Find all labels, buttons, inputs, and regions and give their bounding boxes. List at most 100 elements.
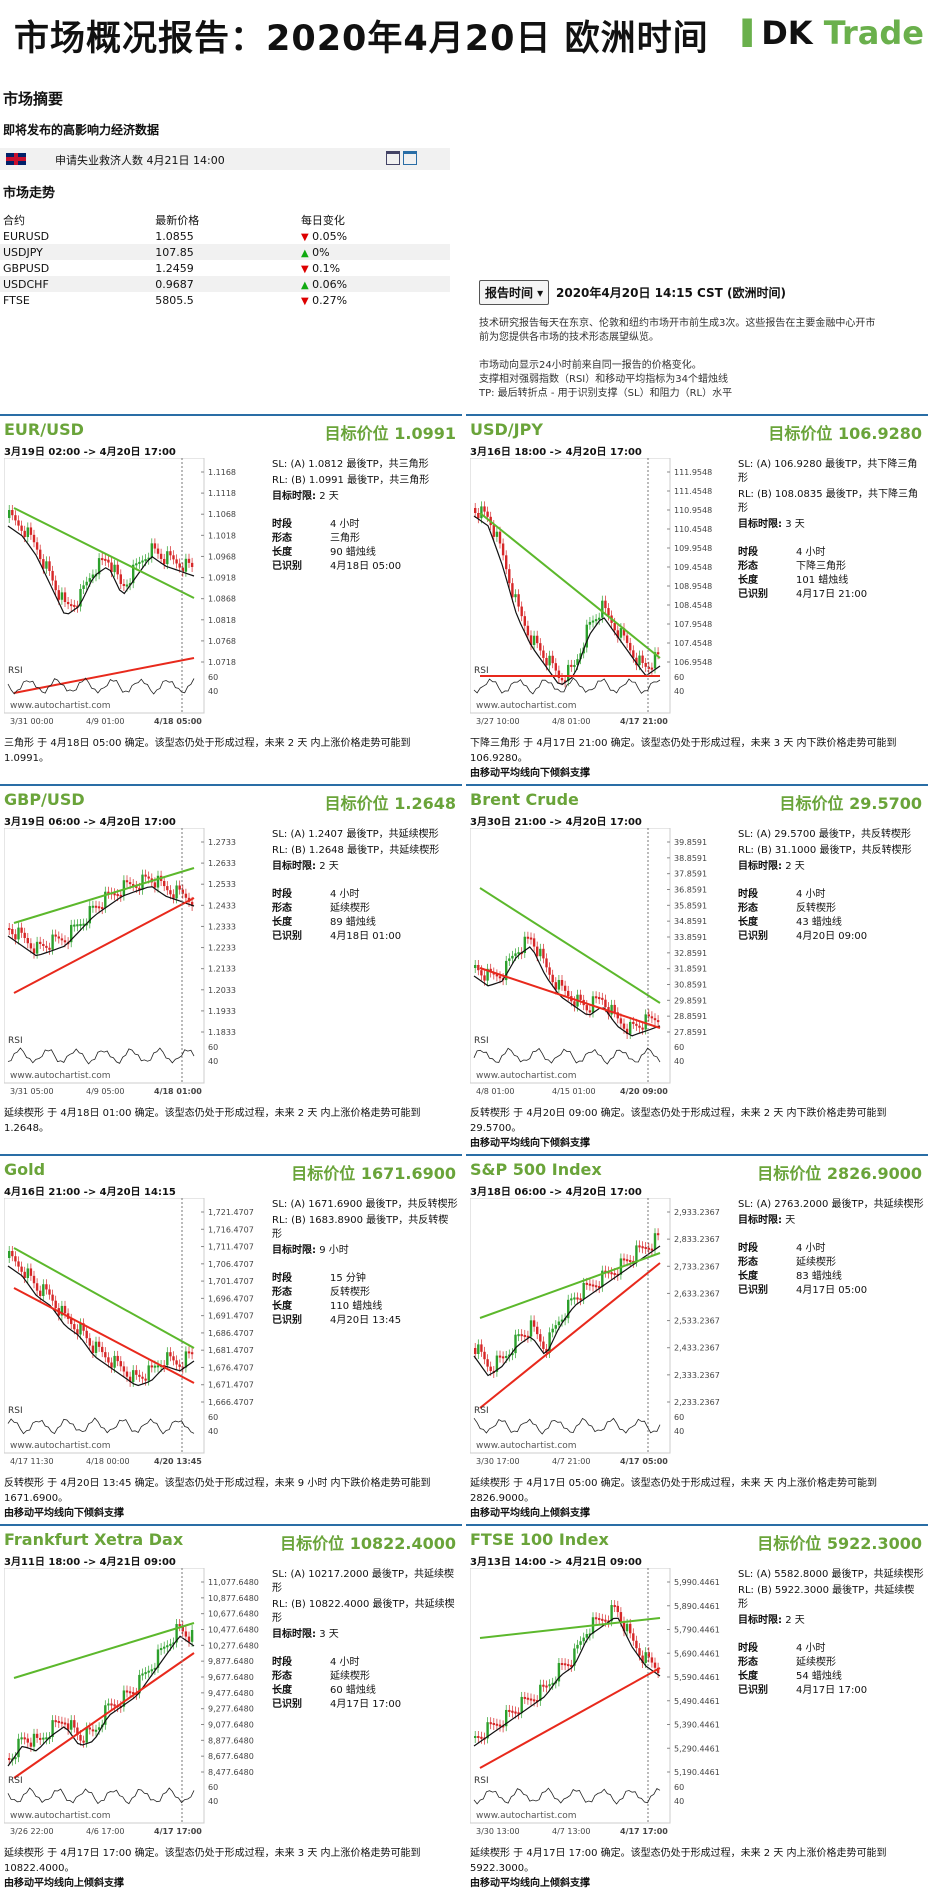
- candle: [125, 1690, 129, 1693]
- candle: [141, 560, 144, 563]
- instrument-name[interactable]: Gold: [4, 1160, 46, 1179]
- candle: [122, 1690, 126, 1707]
- candle: [184, 1351, 188, 1368]
- candle: [610, 1605, 613, 1622]
- candle: [163, 880, 166, 887]
- candle: [498, 1724, 502, 1727]
- pattern-chart[interactable]: 111.9548 111.4548 110.9548 110.4548 109.9548…: [469, 457, 732, 730]
- pattern-info: SL: (A) 2763.2000 最後TP，共延续楔形 目标时限: 天 时段 4…: [738, 1198, 924, 1298]
- candle: [35, 941, 39, 954]
- candle: [172, 1642, 175, 1645]
- y-tick-label: 2,333.2367: [674, 1371, 720, 1380]
- instrument-name[interactable]: S&P 500 Index: [470, 1160, 602, 1179]
- target-price: 目标价位 2826.9000: [757, 1164, 922, 1183]
- target-price: 目标价位 1.0991: [324, 424, 456, 443]
- y-tick-label: 110.9548: [674, 506, 712, 515]
- instrument-name[interactable]: EUR/USD: [4, 420, 84, 439]
- brand-logo[interactable]: ▌DK Trade: [742, 14, 924, 52]
- candle: [610, 1004, 613, 1015]
- candle: [532, 938, 536, 947]
- candle: [591, 996, 595, 1013]
- support-line: [13, 1652, 195, 1779]
- candle: [520, 1334, 523, 1337]
- pattern-chart[interactable]: 1,721.4707 1,716.4707 1,711.4707 1,706.4707…: [3, 1197, 266, 1470]
- candle: [110, 1703, 113, 1706]
- col-header: 合约: [3, 214, 25, 227]
- candle: [163, 1365, 166, 1368]
- pattern-description: 延续楔形 于 4月18日 01:00 确定。该型态仍处于形成过程，未来 2 天 …: [4, 1108, 421, 1134]
- candle: [113, 1355, 116, 1368]
- candle: [656, 1667, 660, 1673]
- candle: [629, 1623, 632, 1634]
- candle: [85, 581, 88, 586]
- candle: [560, 677, 564, 681]
- market-table: 合约 最新价格 每日变化 EURUSD 1.0855 ▼ 0.05% USDJPY 1…: [0, 212, 450, 308]
- candle: [39, 1290, 42, 1297]
- rsi-tick: 60: [674, 1783, 684, 1792]
- candle: [94, 905, 98, 908]
- x-tick-label: 4/7 13:00: [552, 1827, 590, 1836]
- identified-row: 已识别 4月20日 09:00: [738, 931, 868, 942]
- candle: [489, 1722, 492, 1725]
- resistance-line: [13, 867, 195, 924]
- candle: [70, 1318, 73, 1325]
- candle: [144, 874, 147, 877]
- instrument-name[interactable]: USD/JPY: [470, 420, 543, 439]
- candle: [79, 923, 82, 926]
- pattern-chart[interactable]: 39.8591 38.8591 37.8591 36.8591 35.8591 34.85…: [469, 827, 732, 1100]
- candle: [135, 563, 138, 566]
- candle: [178, 885, 181, 890]
- candle: [91, 1345, 95, 1353]
- instrument-name[interactable]: Frankfurt Xetra Dax: [4, 1530, 184, 1549]
- pattern-row: 形态 延续楔形: [272, 1671, 370, 1682]
- candle: [548, 655, 551, 666]
- candle: [141, 1673, 144, 1676]
- support-line: [479, 967, 661, 1029]
- y-tick-label: 1,706.4707: [208, 1260, 254, 1269]
- instrument-name[interactable]: Brent Crude: [470, 790, 579, 809]
- rsi-tick: 40: [208, 1797, 218, 1806]
- sl-level: SL: (A) 5582.8000 最後TP，共延续楔形: [738, 1569, 924, 1580]
- pattern-chart[interactable]: 11,077.6480 10,877.6480 10,677.6480 10,477.…: [3, 1567, 266, 1840]
- trend-note: 由移动平均线向上倾斜支撑: [470, 1508, 590, 1519]
- candle: [591, 620, 595, 623]
- candle: [73, 604, 76, 607]
- y-tick-label: 1.0868: [208, 595, 236, 604]
- calendar-icon[interactable]: [386, 151, 400, 165]
- candle: [153, 543, 157, 549]
- candle: [632, 650, 635, 658]
- candle: [532, 1320, 536, 1327]
- report-time-dropdown[interactable]: 报告时间 ▾: [479, 280, 550, 305]
- candle: [51, 1294, 54, 1301]
- page-title: 市场概况报告：2020年4月20日 欧洲时间: [14, 19, 709, 59]
- candle: [542, 1684, 545, 1687]
- candle: [29, 527, 33, 535]
- pattern-chart[interactable]: 2,933.2367 2,833.2367 2,733.2367 2,633.2367…: [469, 1197, 732, 1470]
- candle: [17, 1738, 20, 1758]
- candle: [48, 1289, 51, 1295]
- candle: [594, 619, 598, 622]
- candle: [573, 1648, 576, 1666]
- rsi-line: [7, 1417, 195, 1435]
- uk-flag-icon: [6, 153, 26, 165]
- candle: [650, 1016, 654, 1019]
- pattern-chart[interactable]: 1.1168 1.1118 1.1068 1.1018 1.0968 1.0918 1.08…: [3, 457, 266, 730]
- candle: [60, 938, 64, 941]
- table-row: USDJPY 107.85 ▲ 0%: [0, 244, 450, 260]
- candle: [613, 1004, 616, 1013]
- candle: [32, 1733, 36, 1747]
- candle: [514, 953, 517, 956]
- rsi-label: RSI: [8, 1406, 23, 1416]
- pattern-chart[interactable]: 5,990.4461 5,890.4461 5,790.4461 5,690.4461…: [469, 1567, 732, 1840]
- pattern-chart[interactable]: 1.2733 1.2633 1.2533 1.2433 1.2333 1.2233 1.21…: [3, 827, 266, 1100]
- length-row: 长度 89 蜡烛线: [272, 917, 376, 928]
- candle: [585, 1005, 588, 1011]
- rl-level: RL: (B) 10822.4000 最後TP，共延续楔形: [272, 1599, 455, 1624]
- candle: [563, 680, 567, 683]
- moving-average-line: [473, 1617, 661, 1747]
- calendar-add-icon[interactable]: [403, 151, 417, 165]
- instrument-name[interactable]: GBP/USD: [4, 790, 85, 809]
- instrument-name[interactable]: FTSE 100 Index: [470, 1530, 609, 1549]
- candle: [79, 1734, 82, 1741]
- candle: [545, 1685, 548, 1688]
